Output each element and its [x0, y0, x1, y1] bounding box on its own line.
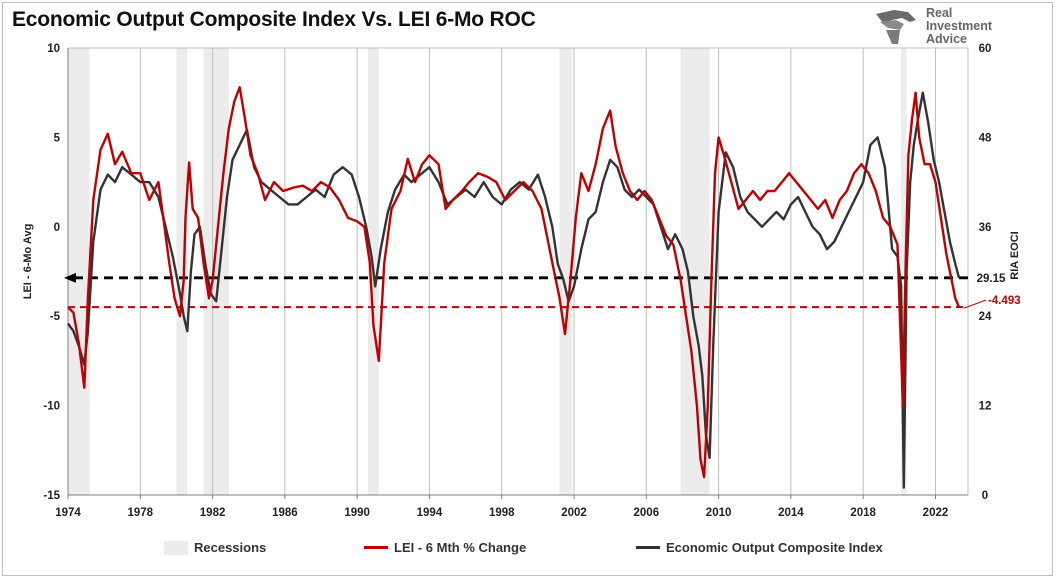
x-tick-label-1974: 1974: [55, 507, 81, 519]
eagle-icon: [876, 10, 916, 44]
legend-label-eoci: Economic Output Composite Index: [666, 540, 883, 555]
y-axis-label-right: RIA EOCI: [1009, 231, 1021, 280]
axes-group: [67, 48, 968, 496]
y-left-tick-label-0: 0: [54, 222, 60, 234]
recession-shading-group: [68, 48, 907, 495]
recession-band-0: [68, 48, 90, 495]
reference-lines-group: 29.15 -4.493: [64, 272, 1021, 309]
x-tick-label-2018: 2018: [850, 507, 876, 519]
x-tick-label-2014: 2014: [778, 507, 804, 519]
reference-leader-1: [963, 299, 987, 309]
brand-logo: Real Investment Advice: [874, 4, 1044, 48]
y-right-tick-label-12: 12: [979, 401, 992, 413]
y-left-tick-label-10: 10: [47, 43, 60, 55]
legend-item-recessions: Recessions: [164, 540, 266, 555]
x-tick-label-2006: 2006: [634, 507, 660, 519]
reference-arrow-0: [64, 272, 76, 283]
legend-swatch-eoci: [636, 546, 660, 549]
y-right-tick-label-24: 24: [979, 311, 992, 323]
y-right-tick-label-48: 48: [979, 132, 992, 144]
y-axis-label-left: LEI - 6-Mo Avg: [22, 224, 34, 300]
axis-labels-group: LEI - 6-Mo Avg RIA EOCI: [22, 224, 1021, 300]
brand-logo-text: Real Investment Advice: [926, 7, 992, 46]
x-tick-label-2022: 2022: [923, 507, 949, 519]
legend-item-lei: LEI - 6 Mth % Change: [364, 540, 526, 555]
x-tick-label-1982: 1982: [200, 507, 226, 519]
x-tick-label-1986: 1986: [272, 507, 298, 519]
y-left-tick-label--10: -10: [43, 401, 60, 413]
y-left-tick-label-5: 5: [54, 132, 61, 144]
logo-line-1: Real: [926, 6, 953, 20]
x-tick-label-1978: 1978: [127, 507, 153, 519]
legend-label-recessions: Recessions: [194, 540, 267, 555]
series-line-eoci: [67, 91, 961, 489]
x-tick-label-1994: 1994: [417, 507, 443, 519]
legend-label-lei: LEI - 6 Mth % Change: [394, 540, 527, 555]
recession-band-4: [559, 48, 573, 495]
logo-line-2: Investment: [926, 19, 992, 33]
recession-band-6: [901, 48, 907, 495]
chart-legend: Recessions LEI - 6 Mth % Change Economic…: [0, 540, 1057, 560]
reference-label-1: -4.493: [988, 295, 1021, 307]
x-tick-label-1998: 1998: [489, 507, 515, 519]
recession-band-1: [176, 48, 188, 495]
x-tick-label-1990: 1990: [344, 507, 370, 519]
logo-line-3: Advice: [926, 32, 967, 46]
legend-swatch-lei: [364, 546, 388, 549]
chart-plot: 29.15 -4.493 1974 1978 1982 1986 1990 1994 1998…: [22, 43, 1021, 519]
x-tick-label-2010: 2010: [706, 507, 732, 519]
y-right-tick-label-60: 60: [979, 43, 992, 55]
y-right-tick-label-0: 0: [982, 490, 988, 502]
gridlines-group: [68, 47, 969, 495]
legend-item-eoci: Economic Output Composite Index: [636, 540, 883, 555]
tick-labels-group: 1974 1978 1982 1986 1990 1994 1998 2002 2006 2010…: [43, 43, 992, 519]
reference-label-0: 29.15: [977, 273, 1006, 285]
chart-title: Economic Output Composite Index Vs. LEI …: [12, 8, 536, 31]
y-left-tick-label--5: -5: [50, 311, 61, 323]
legend-swatch-recessions: [164, 540, 188, 555]
y-right-tick-label-36: 36: [979, 222, 992, 234]
y-left-tick-label--15: -15: [43, 490, 60, 502]
x-tick-label-2002: 2002: [561, 507, 587, 519]
series-group: [67, 86, 961, 489]
series-line-lei: [67, 86, 961, 479]
